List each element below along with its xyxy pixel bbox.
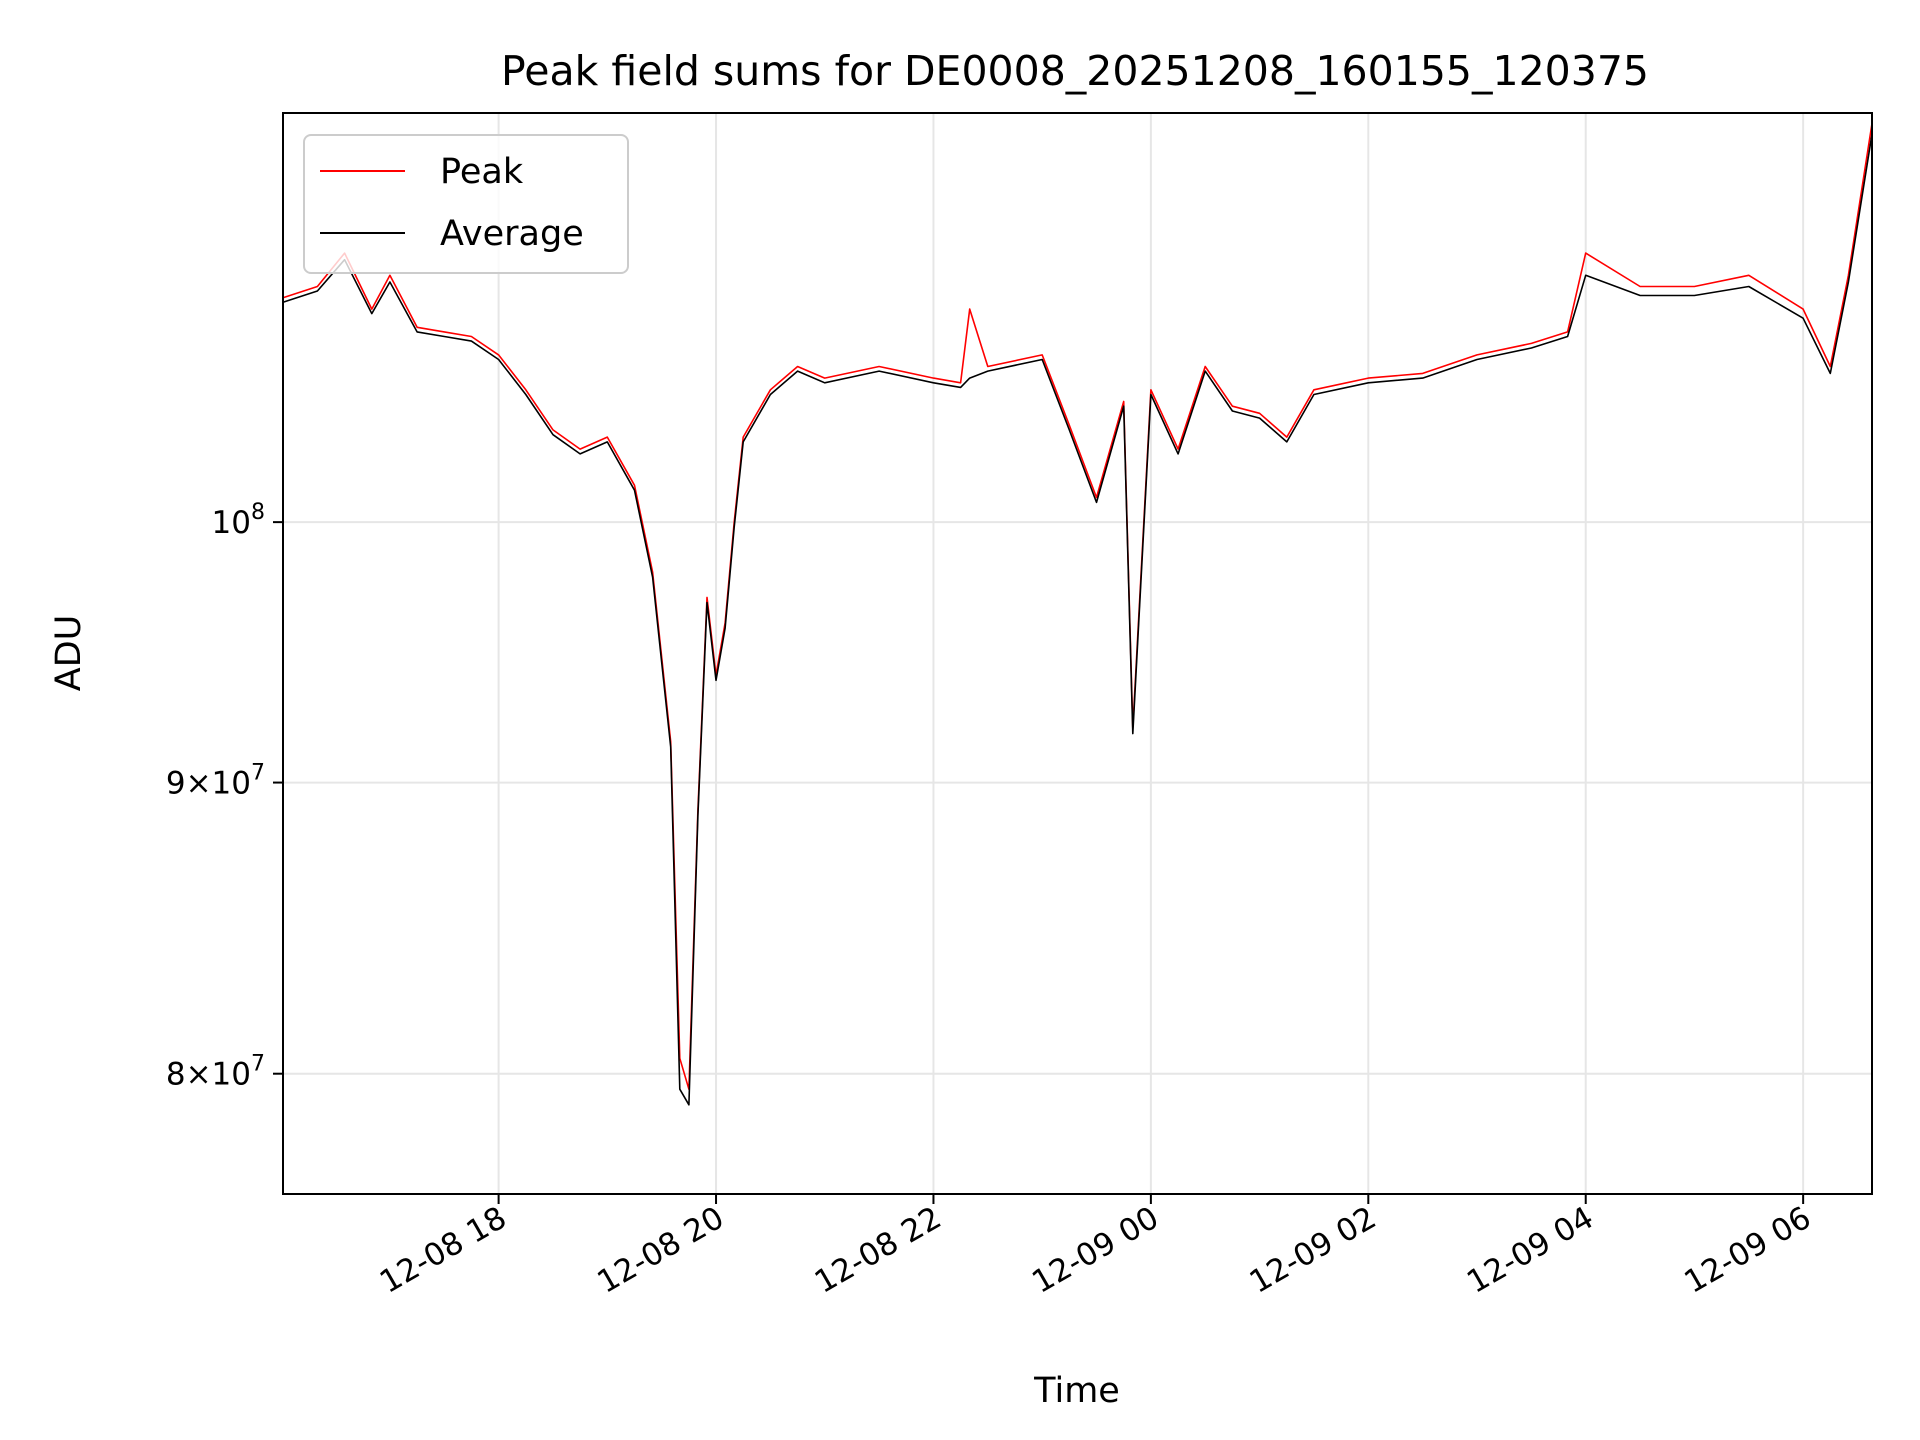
legend: Peak Average <box>303 134 629 274</box>
x-axis-label: Time <box>1033 1371 1120 1411</box>
y-axis-label: ADU <box>49 615 89 692</box>
legend-box <box>303 134 629 274</box>
grid <box>283 113 1872 1194</box>
y-tick-label-part: 10 <box>212 505 251 541</box>
y-tick-label-part: 9× <box>166 766 212 802</box>
plot-frame <box>282 112 1873 1195</box>
y-tick-label: 108 <box>212 500 265 541</box>
y-tick-label: 8×107 <box>166 1052 265 1093</box>
series-line-average <box>282 133 1873 1106</box>
legend-label-peak: Peak <box>440 152 524 192</box>
y-tick-label-exponent: 8 <box>251 500 265 525</box>
y-tick-label: 9×107 <box>166 761 265 802</box>
series-line-peak <box>282 123 1873 1090</box>
y-tick-label-part: 10 <box>212 1057 251 1093</box>
y-tick-label-part: 10 <box>212 766 251 802</box>
y-tick-label-exponent: 7 <box>251 1052 265 1077</box>
y-tick-label-part: 8× <box>166 1057 212 1093</box>
series-layer <box>282 123 1873 1106</box>
legend-label-average: Average <box>440 214 584 254</box>
chart-title: Peak field sums for DE0008_20251208_1601… <box>501 47 1649 95</box>
y-tick-label-exponent: 7 <box>251 761 265 786</box>
